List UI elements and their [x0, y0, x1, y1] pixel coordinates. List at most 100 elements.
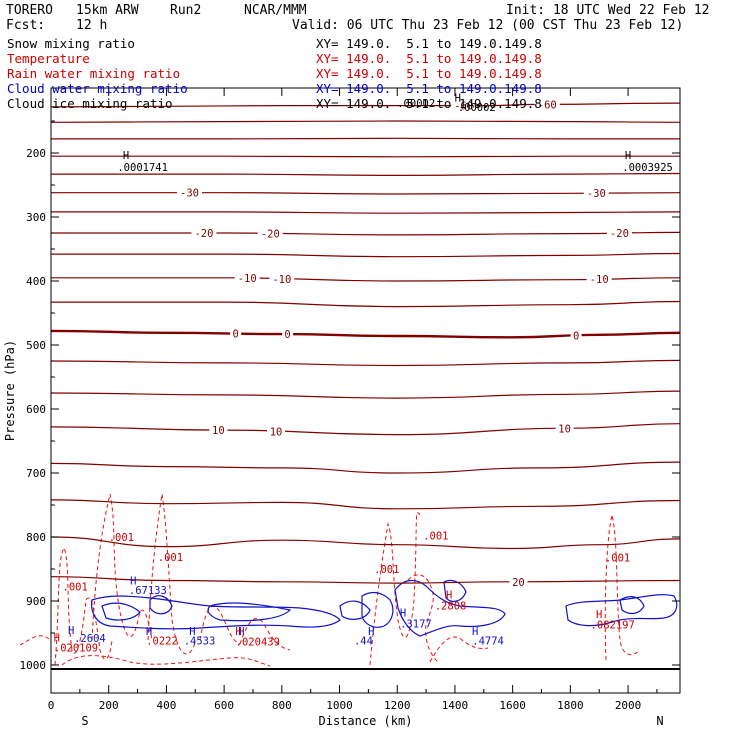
- model-name: TORERO: [6, 3, 53, 18]
- high-marker-9: H: [400, 608, 406, 620]
- y-tick-label-6: 800: [26, 531, 46, 544]
- rain-water-label-5: .001: [605, 552, 630, 564]
- cloud-water-label-0: .67133: [129, 585, 167, 597]
- forecast-label: Fcst:: [6, 18, 46, 33]
- rain-water-label-7: .0222: [146, 636, 178, 648]
- isotherm-label-bg-9-0: [234, 272, 260, 285]
- x-tick-label-8: 1600: [499, 699, 526, 712]
- forecast-value: 12 h: [76, 18, 108, 33]
- isotherm-line-18: [50, 576, 681, 584]
- isotherm-line-16: [50, 499, 681, 510]
- cloud-water-label-2: .4533: [184, 636, 216, 648]
- isotherm-label-14-1: 10: [270, 426, 283, 438]
- isotherm-line-4: [51, 172, 681, 177]
- isotherm-label-bg-11-2: [570, 329, 582, 342]
- isotherm-label-bg-7-0: [191, 227, 217, 239]
- isotherm-label-bg-11-0: [230, 327, 242, 340]
- legend-cloud-water-xy: XY= 149.0. 5.1 to 149.0.149.8: [316, 81, 542, 96]
- plot-frame: [50, 87, 681, 694]
- resolution: 15km ARW: [76, 3, 139, 18]
- isotherm-label-9-1: -10: [272, 274, 291, 286]
- cloud-water-contour-7: [443, 579, 467, 602]
- north-label: N: [656, 714, 663, 728]
- isotherm-label-bg-18-0: [509, 575, 528, 588]
- isotherm-line-13: [50, 390, 681, 399]
- init-time: Init: 18 UTC Wed 22 Feb 12: [506, 3, 710, 18]
- rain-water-contour-10: [429, 636, 489, 663]
- rain-water-contour-6: [604, 514, 641, 661]
- legend-cloud-water-label: Cloud water mixing ratio: [7, 81, 188, 96]
- isotherm-label-7-1: -20: [261, 229, 280, 241]
- cloud-water-contour-8: [565, 594, 678, 627]
- high-marker-6: H: [189, 626, 195, 638]
- isotherm-label-18-0: 20: [512, 577, 525, 589]
- isotherm-label-11-1: 0: [284, 329, 290, 341]
- high-marker-4: H: [130, 576, 136, 588]
- cloud-water-label-1: .2604: [74, 633, 106, 645]
- rain-water-contour-2: [147, 493, 197, 655]
- isotherm-line-17: [50, 536, 681, 550]
- legend-temperature-label: Temperature: [7, 51, 90, 66]
- high-marker-14: H: [54, 632, 60, 644]
- high-marker-10: H: [472, 626, 478, 638]
- isotherm-line-15: [50, 461, 681, 474]
- high-marker-3: H: [68, 625, 74, 637]
- isotherm-line-10: [50, 300, 681, 308]
- isotherm-line-3: [51, 155, 680, 158]
- rain-water-label-6: .020109: [54, 643, 98, 655]
- isotherm-label-7-0: -20: [194, 228, 213, 240]
- high-marker-13: H: [596, 609, 602, 621]
- rain-water-label-9: .2808: [435, 600, 467, 612]
- rain-water-label-8: .020439: [236, 636, 280, 648]
- cloud-water-label-4: .44: [354, 636, 373, 648]
- cloud-water-contour-9: [619, 596, 645, 615]
- rain-water-contour-5: [407, 574, 439, 663]
- rain-water-contour-0: [54, 546, 113, 666]
- cloud-water-label-3: .3177: [400, 618, 432, 630]
- x-tick-label-2: 400: [156, 699, 176, 712]
- isotherm-label-9-0: -10: [238, 273, 257, 285]
- cloud-water-contour-6: [394, 579, 506, 637]
- isotherm-label-bg-9-1: [269, 272, 295, 285]
- x-axis-label: Distance (km): [319, 714, 413, 728]
- run-name: Run2: [170, 3, 202, 18]
- isotherm-label-bg-14-0: [209, 424, 228, 437]
- rain-water-label-2: .001: [63, 581, 88, 593]
- rain-water-label-4: .001: [374, 564, 399, 576]
- south-label: S: [81, 714, 88, 728]
- cloud-water-contour-1: [101, 602, 141, 621]
- x-tick-label-5: 1000: [326, 699, 353, 712]
- x-tick-label-6: 1200: [384, 699, 411, 712]
- high-marker-2: H: [455, 92, 461, 104]
- cloud-ice-label-1: .0003925: [622, 162, 673, 174]
- legend-snow-label: Snow mixing ratio: [7, 36, 135, 51]
- high-marker-0: H: [123, 150, 129, 162]
- cloud-water-contour-4: [339, 600, 371, 620]
- high-marker-7: H: [238, 626, 244, 638]
- rain-water-label-0: .001: [109, 532, 134, 544]
- rain-water-contour-7: [199, 606, 241, 645]
- cloud-ice-label-2: .00002: [458, 102, 496, 114]
- isotherm-label-bg-0-1: [534, 98, 560, 111]
- isotherm-line-12: [50, 359, 681, 367]
- high-marker-12: H: [235, 626, 241, 638]
- rain-water-contour-4: [369, 512, 421, 666]
- high-marker-8: H: [368, 626, 374, 638]
- y-tick-label-3: 500: [26, 339, 46, 352]
- contour-labels: -60 -60 -30 -30 -20 -20 -20 -10 -10 -10 0 0 0 10 10 10 2…: [54, 92, 673, 654]
- isotherm-label-bg-14-1: [267, 425, 286, 438]
- high-marker-1: H: [625, 150, 631, 162]
- legend-temperature-xy: XY= 149.0. 5.1 to 149.0.149.8: [316, 51, 542, 66]
- rain-water-contour-9: [19, 635, 51, 646]
- y-tick-label-4: 600: [26, 403, 46, 416]
- rain-water-contours: [19, 493, 641, 667]
- rain-water-contour-8: [239, 618, 291, 651]
- isotherm-label-0-0: -60: [454, 101, 473, 113]
- y-tick-label-1: 300: [26, 211, 46, 224]
- legend-snow-xy: XY= 149.0. 5.1 to 149.0.149.8: [316, 36, 542, 51]
- isotherm-label-11-0: 0: [232, 329, 238, 341]
- y-tick-label-2: 400: [26, 275, 46, 288]
- y-tick-label-8: 1000: [20, 659, 47, 672]
- legend-rain-label: Rain water mixing ratio: [7, 66, 181, 81]
